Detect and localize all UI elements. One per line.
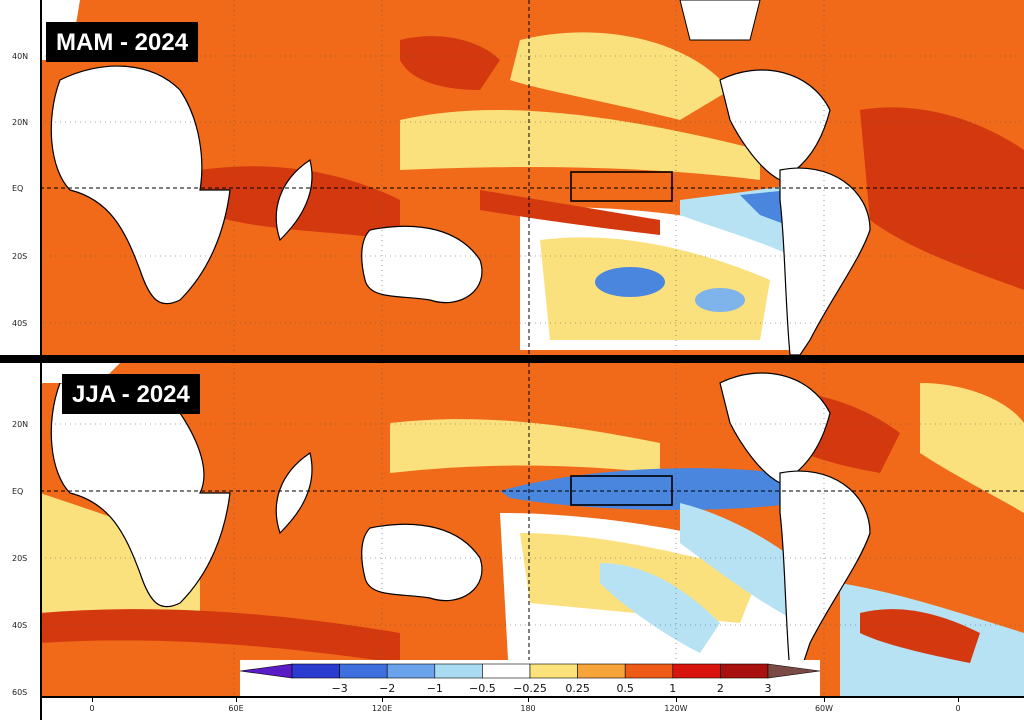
legend-label: 0.25 [565,682,590,695]
sst-anomaly-map-mam [40,0,1024,355]
legend-swatch [672,663,721,679]
panel-title-mam: MAM - 2024 [46,22,199,62]
lon-tick [528,696,529,702]
legend-swatch [529,663,578,679]
legend-label: 0.5 [616,682,634,695]
lon-tick [236,696,237,702]
lat-label: 20N [12,118,29,127]
legend-swatch [624,663,674,679]
legend-swatch [577,663,626,679]
lon-tick [824,696,825,702]
legend-swatch [339,663,388,679]
legend-swatch [482,663,531,679]
legend-swatch [386,663,436,679]
legend-arrow-high [767,663,820,679]
legend-label: 1 [669,682,677,695]
nino34-box-mam [570,171,673,202]
lat-label: 20S [12,252,28,261]
lat-label: 60S [12,688,28,696]
lat-label: 20N [12,420,29,429]
lon-label: 120E [371,704,393,713]
lon-tick [676,696,677,702]
color-legend: −3 −2 −1 −0.5 −0.25 0.25 0.5 1 2 3 [240,660,820,696]
legend-arrow-low [240,663,293,679]
lat-label: 40N [12,52,29,61]
left-axis-line [40,0,42,720]
lon-label: 60W [814,704,834,713]
lat-label: EQ [12,184,24,193]
legend-label: 3 [764,682,772,695]
bottom-axis-line [40,696,1024,698]
legend-swatch [720,663,769,679]
lon-label: 0 [89,704,95,713]
lon-label: 120W [664,704,688,713]
map-panel-jja: 20N EQ 20S 40S 60S [0,363,1024,696]
legend-swatch [434,663,483,679]
sst-anomaly-map-jja [40,363,1024,696]
panel-title-jja: JJA - 2024 [62,374,200,414]
lon-tick [382,696,383,702]
legend-label: −1 [426,682,443,695]
legend-label: 2 [716,682,724,695]
legend-label: −3 [331,682,348,695]
lon-tick [92,696,93,702]
lat-label: EQ [12,487,24,496]
lat-label: 40S [12,319,28,328]
legend-swatch [291,663,340,679]
legend-label: −0.25 [513,682,547,695]
lat-label: 40S [12,621,28,630]
legend-label: −2 [379,682,396,695]
lon-label: 0 [955,704,961,713]
lon-label: 180 [520,704,536,713]
map-panel-mam: 40N 20N EQ 20S 40S [0,0,1024,355]
legend-colorbar [240,663,820,679]
panel-divider [0,355,1024,363]
lon-label: 60E [228,704,244,713]
lon-tick [958,696,959,702]
legend-label: −0.5 [469,682,496,695]
lat-label: 20S [12,554,28,563]
